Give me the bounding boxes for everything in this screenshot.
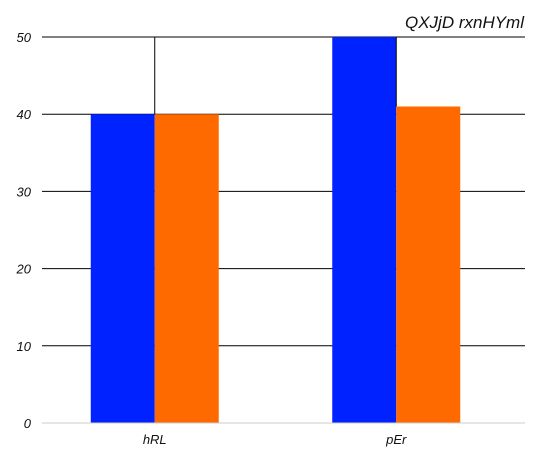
y-tick-label: 50 [17,30,32,45]
axes: 0 10 20 30 40 50 hRL pEr [16,30,525,447]
x-tick-label: pEr [385,432,407,447]
y-tick-label: 10 [17,339,32,354]
y-tick-label: 0 [24,416,32,431]
y-tick-label: 40 [17,107,32,122]
bar-hRL-s1 [154,114,219,423]
x-tick-label: hRL [143,432,167,447]
bar-hRL-s0 [90,114,155,423]
bar-pEr-s1 [396,106,461,423]
chart-title: QXJjD rxnHYml [405,13,525,32]
y-tick-label: 30 [17,184,32,199]
y-tick-label: 20 [16,262,32,277]
error-lines [154,37,397,115]
bars [90,37,461,423]
bar-pEr-s0 [332,37,397,423]
